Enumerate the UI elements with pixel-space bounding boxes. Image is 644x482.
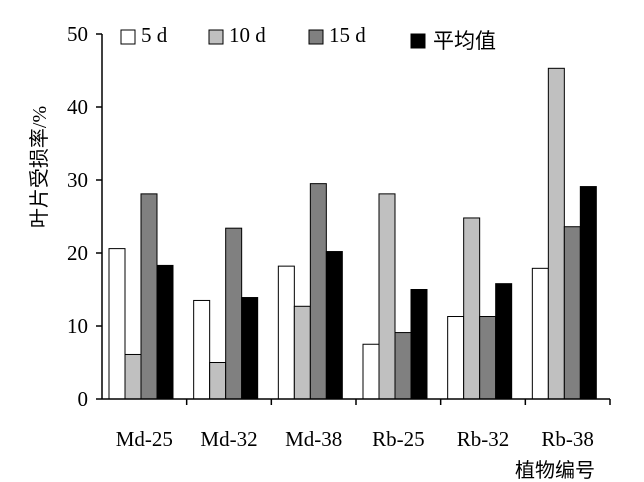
bar — [225, 227, 243, 400]
y-tick-label: 20 — [67, 241, 88, 265]
bar — [209, 362, 227, 400]
bar — [156, 264, 174, 400]
x-labels-group: Md-25 Md-32 Md-38 Rb-25 Rb-32 Rb-38 — [116, 399, 611, 451]
bar — [140, 193, 158, 400]
bar — [293, 305, 311, 400]
bar — [277, 265, 295, 400]
bar — [124, 353, 142, 400]
legend-label: 平均值 — [433, 29, 496, 53]
legend-label: 15 d — [329, 23, 366, 47]
x-category-label: Rb-25 — [372, 427, 425, 451]
y-tick-label: 0 — [78, 387, 89, 411]
bar — [531, 267, 549, 400]
bar — [579, 186, 597, 400]
legend-label: 10 d — [229, 23, 266, 47]
x-axis-title: 植物编号 — [515, 459, 595, 482]
bar — [447, 316, 465, 400]
legend-swatch — [410, 33, 426, 49]
bar — [410, 289, 428, 400]
legend-swatch — [120, 29, 136, 45]
x-category-label: Rb-38 — [541, 427, 594, 451]
bar — [479, 316, 497, 400]
bar — [309, 183, 327, 400]
bar — [378, 193, 396, 400]
legend-swatch — [308, 29, 324, 45]
bar — [547, 67, 565, 400]
y-ticks-group: 0 10 20 30 40 50 — [67, 22, 102, 411]
bar — [325, 251, 343, 400]
y-axis-title: 叶片受损率/% — [28, 106, 51, 228]
x-category-label: Md-32 — [200, 427, 257, 451]
bar — [193, 299, 211, 400]
bar — [563, 226, 581, 400]
x-category-label: Rb-32 — [457, 427, 510, 451]
legend-swatch — [208, 29, 224, 45]
y-tick-label: 10 — [67, 314, 88, 338]
y-tick-label: 40 — [67, 95, 88, 119]
y-tick-label: 50 — [67, 22, 88, 46]
bar — [394, 332, 412, 400]
legend-label: 5 d — [141, 23, 168, 47]
bar — [241, 297, 259, 400]
x-category-label: Md-38 — [285, 427, 342, 451]
bar — [495, 283, 513, 400]
x-category-label: Md-25 — [116, 427, 173, 451]
y-tick-label: 30 — [67, 168, 88, 192]
bar — [463, 217, 481, 400]
bars-group — [108, 67, 597, 400]
legend: 5 d 10 d 15 d 平均值 — [120, 23, 496, 53]
bar — [108, 248, 126, 400]
bar — [362, 343, 380, 400]
